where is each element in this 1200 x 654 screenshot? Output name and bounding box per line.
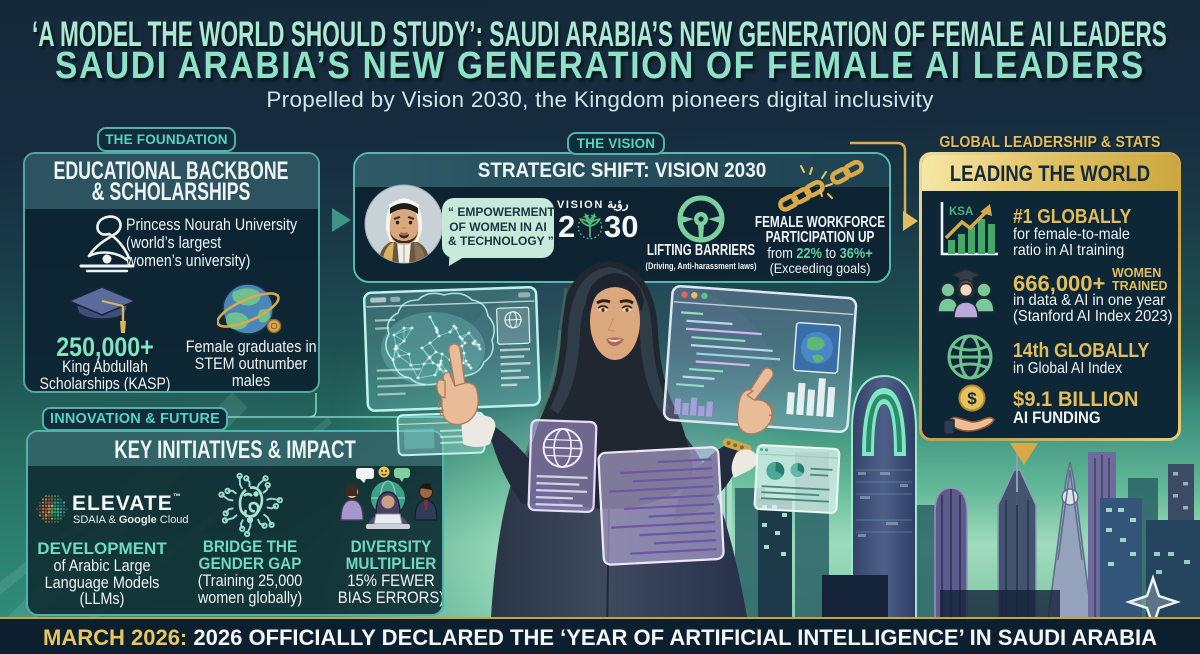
svg-text:KSA: KSA xyxy=(949,206,973,218)
svg-text:$: $ xyxy=(967,389,977,408)
